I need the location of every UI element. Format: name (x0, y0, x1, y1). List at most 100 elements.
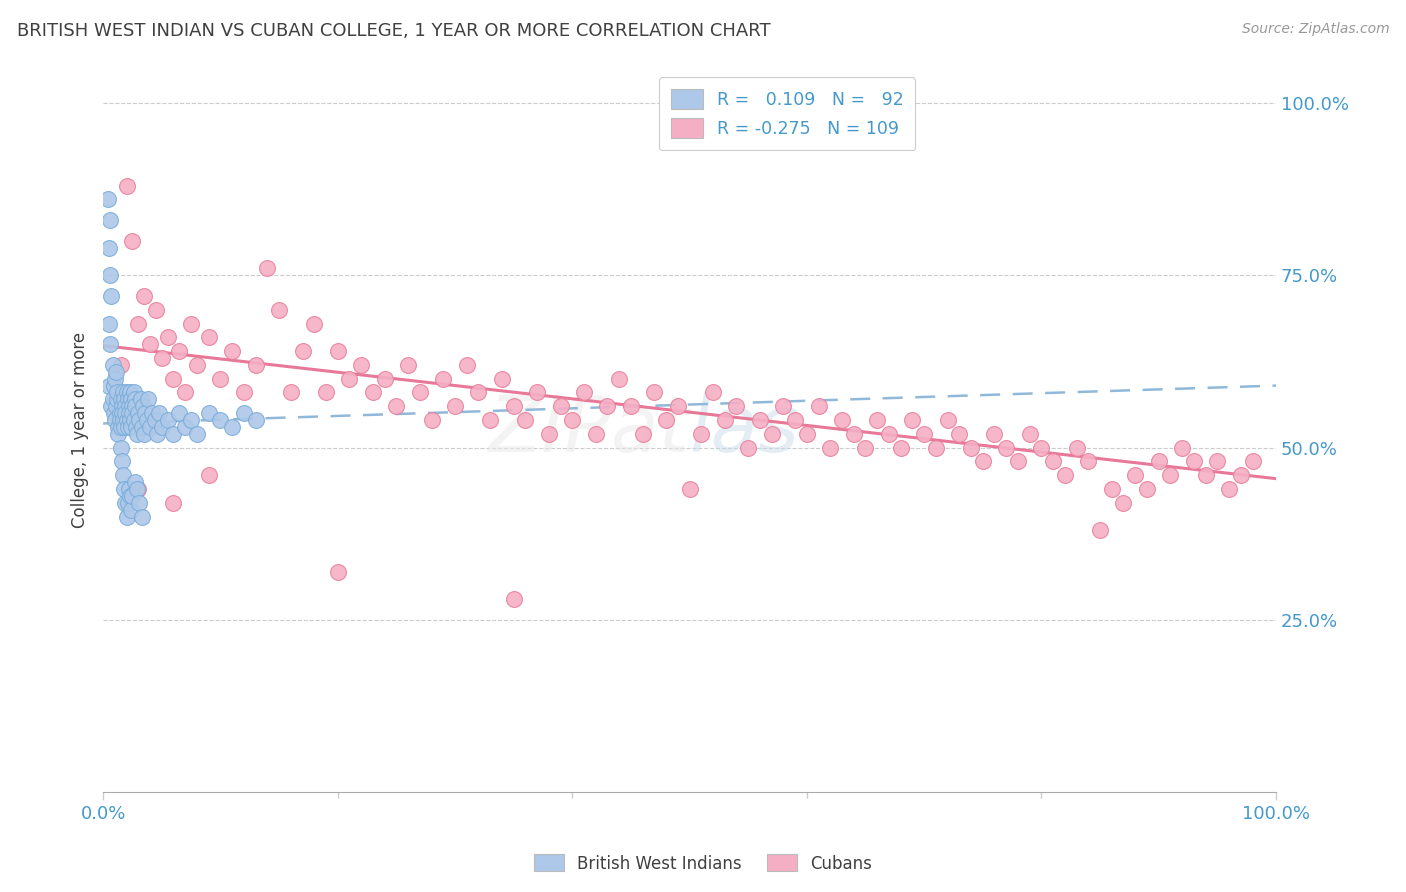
Point (148, 406, 170, 420)
Point (245, 413, 267, 427)
Point (901, 413, 924, 427)
Point (114, 399, 136, 413)
Point (108, 406, 131, 420)
Point (596, 399, 619, 413)
Point (995, 441, 1018, 455)
Point (121, 406, 143, 420)
Point (118, 406, 141, 420)
Point (1066, 441, 1088, 455)
Point (125, 420, 148, 434)
Point (572, 385, 595, 400)
Point (100, 399, 122, 413)
Point (105, 385, 128, 400)
Point (972, 454, 994, 468)
Point (209, 372, 232, 386)
Point (104, 413, 127, 427)
Point (107, 420, 129, 434)
Point (409, 385, 432, 400)
Point (98, 213, 121, 227)
Point (772, 399, 794, 413)
Point (515, 413, 537, 427)
Text: BRITISH WEST INDIAN VS CUBAN COLLEGE, 1 YEAR OR MORE CORRELATION CHART: BRITISH WEST INDIAN VS CUBAN COLLEGE, 1 … (17, 22, 770, 40)
Point (124, 399, 146, 413)
Point (232, 385, 254, 400)
Point (131, 509, 153, 524)
Point (1171, 441, 1194, 455)
Point (132, 399, 155, 413)
Point (134, 426, 156, 441)
Point (136, 392, 159, 407)
Point (713, 413, 735, 427)
Point (127, 406, 149, 420)
Point (122, 385, 145, 400)
Point (145, 302, 167, 317)
Point (162, 372, 184, 386)
Point (643, 385, 665, 400)
Point (156, 413, 179, 427)
Point (186, 358, 208, 372)
Point (150, 420, 173, 434)
Point (1088, 524, 1111, 538)
Point (105, 365, 128, 379)
Point (124, 392, 146, 407)
Point (925, 441, 948, 455)
Point (103, 378, 125, 392)
Point (1031, 441, 1053, 455)
Point (118, 399, 141, 413)
Point (807, 399, 830, 413)
Point (1147, 454, 1170, 468)
Point (110, 441, 132, 455)
Point (1206, 454, 1229, 468)
Point (156, 330, 179, 344)
Point (842, 426, 865, 441)
Point (120, 385, 142, 400)
Point (121, 399, 143, 413)
Point (1077, 454, 1099, 468)
Point (110, 420, 132, 434)
Point (960, 441, 983, 455)
Point (936, 413, 959, 427)
Point (702, 385, 724, 400)
Point (110, 358, 132, 372)
Point (831, 413, 853, 427)
Point (280, 385, 302, 400)
Point (122, 413, 145, 427)
Point (561, 413, 583, 427)
Point (350, 358, 373, 372)
Point (98, 268, 121, 283)
Point (121, 234, 143, 248)
Point (420, 413, 443, 427)
Point (143, 413, 166, 427)
Y-axis label: College, 1 year or more: College, 1 year or more (72, 333, 89, 528)
Point (120, 489, 142, 503)
Point (180, 317, 202, 331)
Point (585, 426, 607, 441)
Point (141, 406, 163, 420)
Point (256, 261, 278, 276)
Text: ZIPat: ZIPat (488, 392, 689, 468)
Point (129, 392, 152, 407)
Point (374, 372, 396, 386)
Point (112, 413, 135, 427)
Point (139, 420, 162, 434)
Point (666, 399, 689, 413)
Point (180, 413, 202, 427)
Point (128, 496, 150, 510)
Point (245, 358, 267, 372)
Point (326, 565, 349, 579)
Point (1101, 482, 1123, 496)
Point (105, 399, 128, 413)
Point (112, 482, 135, 496)
Point (112, 385, 135, 400)
Point (948, 426, 970, 441)
Point (117, 392, 139, 407)
Point (127, 317, 149, 331)
Point (1182, 454, 1205, 468)
Point (139, 337, 162, 351)
Point (135, 413, 157, 427)
Point (100, 289, 122, 303)
Point (502, 592, 524, 607)
Point (1123, 468, 1146, 483)
Point (1241, 454, 1264, 468)
Point (174, 385, 197, 400)
